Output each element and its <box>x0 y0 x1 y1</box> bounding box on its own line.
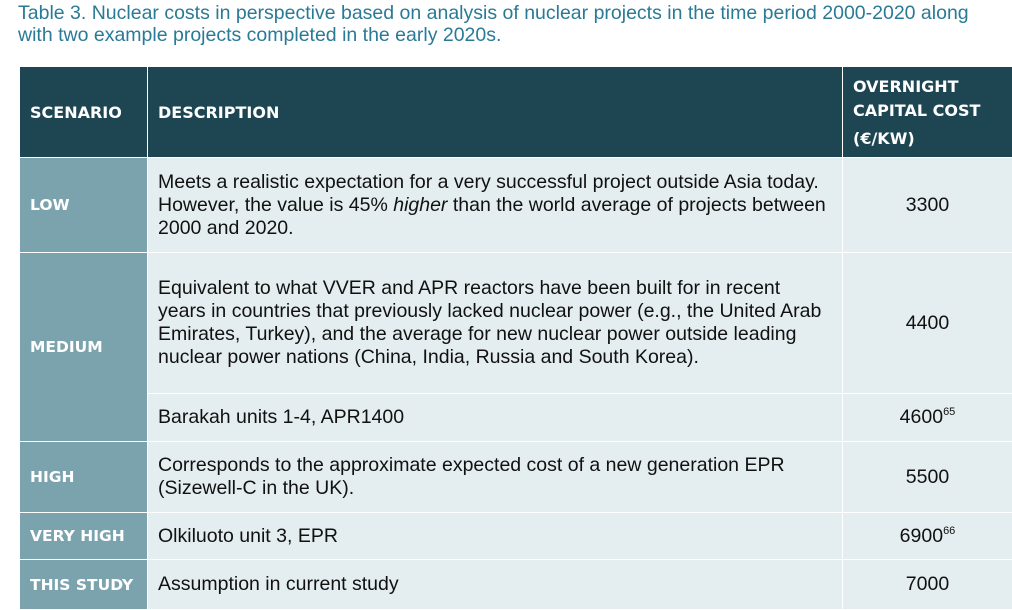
header-cost-line-1: OVERNIGHT <box>853 75 1012 99</box>
header-scenario: SCENARIO <box>20 67 148 158</box>
table-caption: Table 3. Nuclear costs in perspective ba… <box>18 2 1008 46</box>
footnote-marker: 65 <box>943 406 955 418</box>
table-row: Barakah units 1-4, APR1400 460065 <box>20 394 1012 442</box>
cost-cell: 4400 <box>843 253 1012 394</box>
cost-value: 4600 <box>900 406 943 428</box>
header-description: DESCRIPTION <box>148 67 843 158</box>
table-row: HIGH Corresponds to the approximate expe… <box>20 442 1012 513</box>
table-row: MEDIUM Equivalent to what VVER and APR r… <box>20 253 1012 394</box>
header-cost: OVERNIGHT CAPITAL COST (€/KW) <box>843 67 1012 158</box>
cost-value: 6900 <box>900 525 943 547</box>
description-cell: Corresponds to the approximate expected … <box>148 442 843 513</box>
cost-cell: 7000 <box>843 560 1012 610</box>
cost-cell: 3300 <box>843 158 1012 253</box>
caption-line-1: Table 3. Nuclear costs in perspective ba… <box>18 2 1008 24</box>
nuclear-costs-table: SCENARIO DESCRIPTION OVERNIGHT CAPITAL C… <box>19 66 1012 610</box>
description-cell: Meets a realistic expectation for a very… <box>148 158 843 253</box>
cost-cell: 460065 <box>843 394 1012 442</box>
description-cell: Olkiluoto unit 3, EPR <box>148 513 843 560</box>
scenario-cell: THIS STUDY <box>20 560 148 610</box>
table-row: LOW Meets a realistic expectation for a … <box>20 158 1012 253</box>
scenario-cell: VERY HIGH <box>20 513 148 560</box>
scenario-cell: MEDIUM <box>20 253 148 442</box>
cost-cell: 690066 <box>843 513 1012 560</box>
scenario-cell: HIGH <box>20 442 148 513</box>
caption-line-2: with two example projects completed in t… <box>18 24 1008 46</box>
table-row: VERY HIGH Olkiluoto unit 3, EPR 690066 <box>20 513 1012 560</box>
header-cost-line-2: CAPITAL COST <box>853 99 1012 123</box>
description-cell: Barakah units 1-4, APR1400 <box>148 394 843 442</box>
cost-cell: 5500 <box>843 442 1012 513</box>
header-cost-unit: (€/KW) <box>853 127 1012 151</box>
description-cell: Assumption in current study <box>148 560 843 610</box>
table-row: THIS STUDY Assumption in current study 7… <box>20 560 1012 610</box>
table-header: SCENARIO DESCRIPTION OVERNIGHT CAPITAL C… <box>20 67 1012 158</box>
footnote-marker: 66 <box>943 525 955 537</box>
description-cell: Equivalent to what VVER and APR reactors… <box>148 253 843 394</box>
description-emphasis: higher <box>393 194 447 216</box>
scenario-cell: LOW <box>20 158 148 253</box>
